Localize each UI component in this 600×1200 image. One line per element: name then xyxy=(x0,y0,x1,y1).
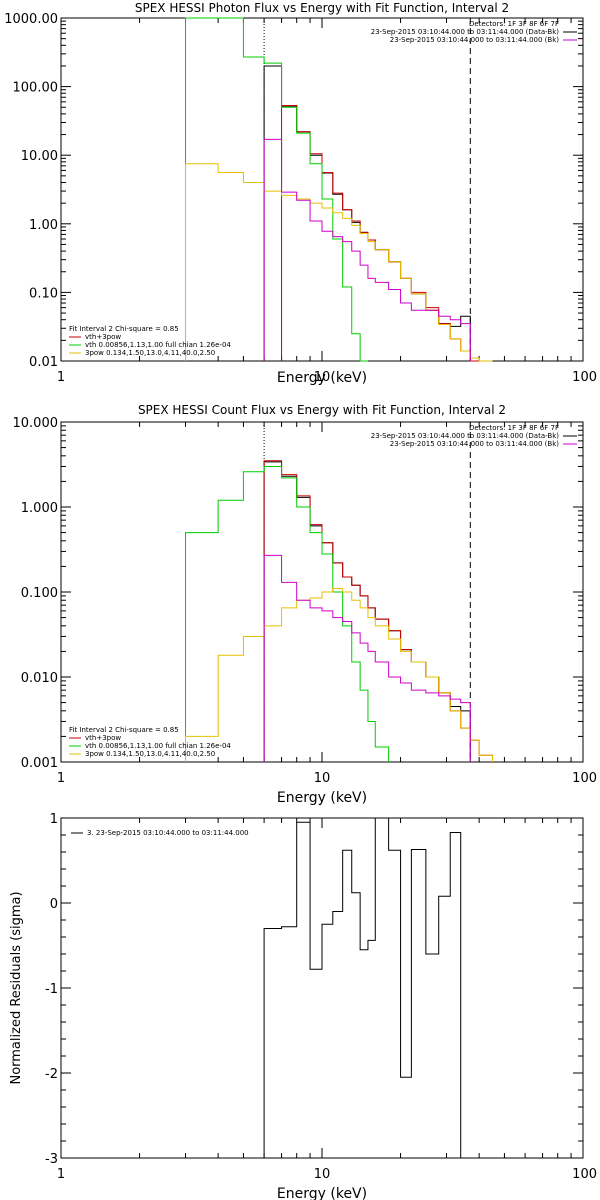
legend-entry: 3pow 0.134,1.50,13.0,4.11,40.0,2.50 xyxy=(85,750,215,758)
series-line-1 xyxy=(263,65,471,361)
x-tick-label: 10 xyxy=(314,771,331,786)
series-line-5 xyxy=(263,554,471,762)
chart-title: SPEX HESSI Count Flux vs Energy with Fit… xyxy=(138,403,506,417)
legend-entry: 23-Sep-2015 03:10:44.000 to 03:11:44.000… xyxy=(371,28,560,36)
legend-entry: Fit Interval 2 Chi-square = 0.85 xyxy=(69,325,179,333)
y-tick-label: 1000.00 xyxy=(4,12,58,27)
legend-entry: 23-Sep-2015 03:10:44.000 to 03:11:44.000… xyxy=(390,36,560,44)
x-axis-label: Energy (keV) xyxy=(277,1186,367,1200)
x-tick-label: 1 xyxy=(57,771,65,786)
series-line-1 xyxy=(263,817,462,1158)
y-tick-label: 0.010 xyxy=(21,671,58,686)
x-tick-label: 100 xyxy=(572,771,597,786)
y-tick-label: 0.100 xyxy=(21,586,58,601)
legend-entry: vth 0.00856,1.13,1.00 full chian 1.26e-0… xyxy=(85,742,231,750)
plot-frame xyxy=(60,817,584,1159)
x-tick-label: 1 xyxy=(57,370,65,385)
legend-entry: Detectors: 1F 3F 8F 6F 7F xyxy=(469,424,559,432)
x-tick-label: 100 xyxy=(572,370,597,385)
y-tick-label: -2 xyxy=(45,1067,58,1082)
legend-entry: Detectors: 1F 3F 8F 6F 7F xyxy=(469,20,559,28)
legend-entry: 3pow 0.134,1.50,13.0,4.11,40.0,2.50 xyxy=(85,349,215,357)
legend-entry: 23-Sep-2015 03:10:44.000 to 03:11:44.000… xyxy=(390,440,560,448)
y-tick-label: 10.00 xyxy=(21,149,58,164)
chart-panel-3 xyxy=(60,817,584,1159)
chart-title: SPEX HESSI Photon Flux vs Energy with Fi… xyxy=(135,1,509,15)
x-tick-label: 10 xyxy=(314,370,331,385)
series-line-1 xyxy=(263,461,471,762)
y-tick-label: 100.00 xyxy=(13,81,59,96)
y-tick-label: -3 xyxy=(45,1152,58,1167)
x-tick-label: 100 xyxy=(572,1167,597,1182)
legend-entry: vth 0.00856,1.13,1.00 full chian 1.26e-0… xyxy=(85,341,231,349)
series-line-4 xyxy=(185,163,493,362)
series-line-3 xyxy=(185,17,368,362)
x-axis-label: Energy (keV) xyxy=(277,370,367,386)
y-tick-label: 10.000 xyxy=(13,416,59,431)
y-tick-label: 0.001 xyxy=(21,756,58,771)
legend-entry: 3. 23-Sep-2015 03:10:44.000 to 03:11:44.… xyxy=(87,829,249,837)
series-line-2 xyxy=(263,460,493,762)
series-line-5 xyxy=(263,138,471,361)
legend-entry: 23-Sep-2015 03:10:44.000 to 03:11:44.000… xyxy=(371,432,560,440)
y-tick-label: 0.01 xyxy=(29,355,58,370)
x-axis-label: Energy (keV) xyxy=(277,790,367,806)
chart-panel-2 xyxy=(60,421,584,763)
x-tick-label: 10 xyxy=(314,1167,331,1182)
y-tick-label: 1 xyxy=(50,812,58,827)
series-line-4 xyxy=(185,587,493,762)
x-tick-label: 1 xyxy=(57,1167,65,1182)
y-tick-label: 0 xyxy=(50,897,58,912)
series-line-2 xyxy=(281,105,480,362)
chart-panel-1 xyxy=(60,17,584,362)
y-tick-label: -1 xyxy=(45,982,58,997)
y-tick-label: 1.000 xyxy=(21,501,58,516)
y-axis-label: Normalized Residuals (sigma) xyxy=(9,891,24,1084)
legend-entry: vth+3pow xyxy=(85,333,121,341)
series-line-3 xyxy=(185,465,390,762)
legend-entry: vth+3pow xyxy=(85,734,121,742)
y-tick-label: 0.10 xyxy=(29,286,58,301)
legend-entry: Fit Interval 2 Chi-square = 0.85 xyxy=(69,726,179,734)
y-tick-label: 1.00 xyxy=(29,218,58,233)
